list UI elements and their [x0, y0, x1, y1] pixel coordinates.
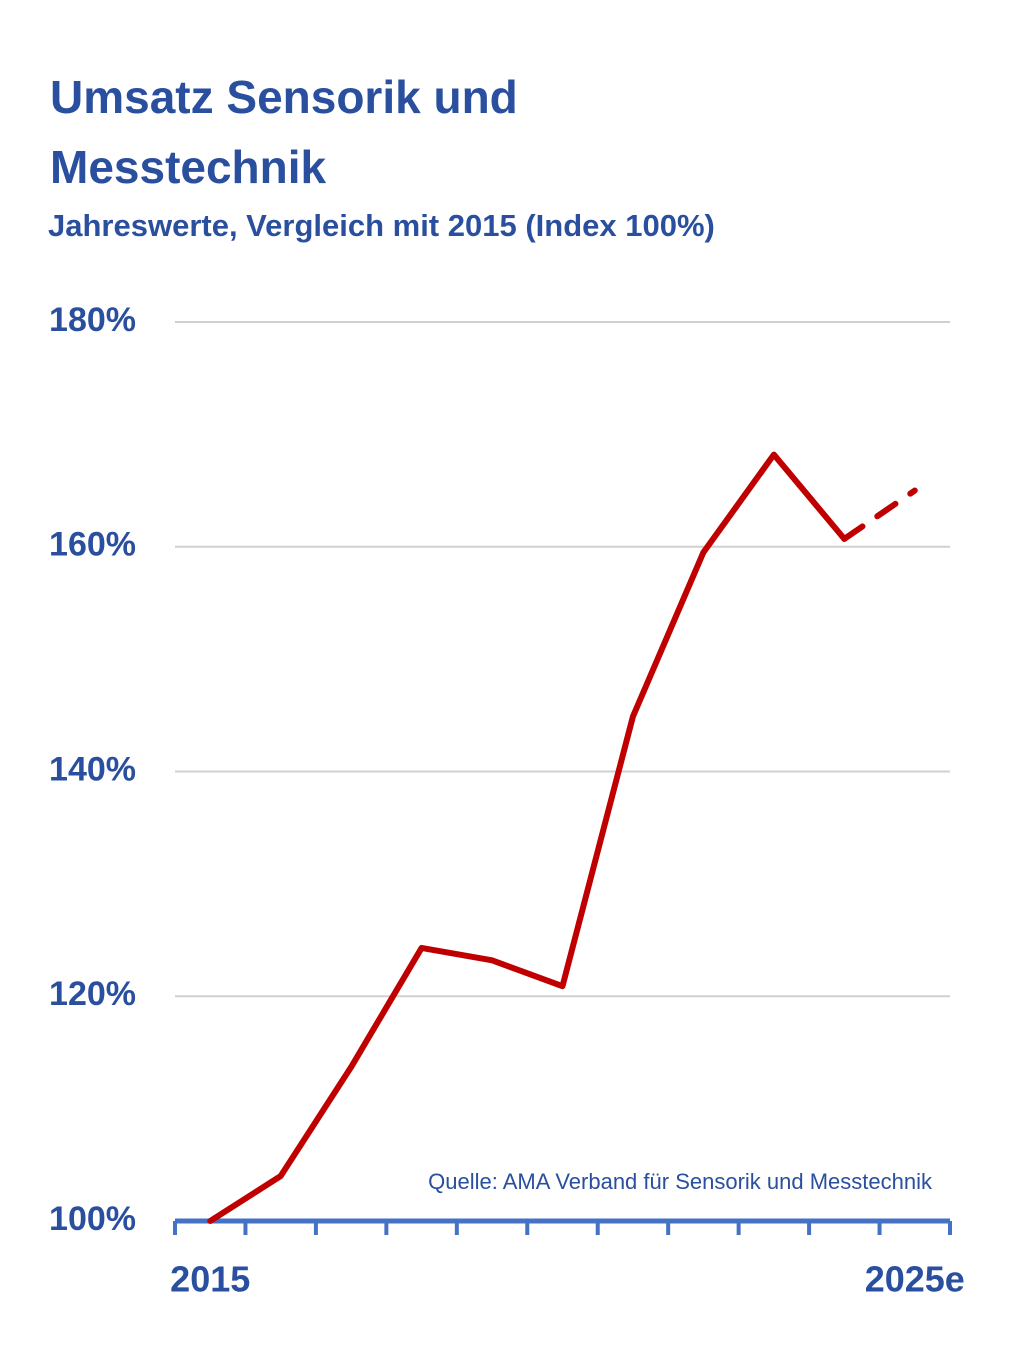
chart-subtitle: Jahreswerte, Vergleich mit 2015 (Index 1… — [48, 208, 715, 243]
x-tick-label: 2025e — [865, 1259, 965, 1300]
x-tick-label: 2015 — [170, 1259, 250, 1300]
y-tick-label: 180% — [49, 301, 136, 339]
y-tick-label: 120% — [49, 975, 136, 1013]
y-tick-label: 160% — [49, 526, 136, 564]
source-note: Quelle: AMA Verband für Sensorik und Mes… — [428, 1169, 933, 1194]
y-tick-label: 100% — [49, 1200, 136, 1238]
line-series — [841, 487, 918, 542]
y-tick-label: 140% — [49, 750, 136, 788]
line-series — [207, 451, 848, 1224]
chart-title: Umsatz Sensorik und Messtechnik — [50, 71, 518, 193]
